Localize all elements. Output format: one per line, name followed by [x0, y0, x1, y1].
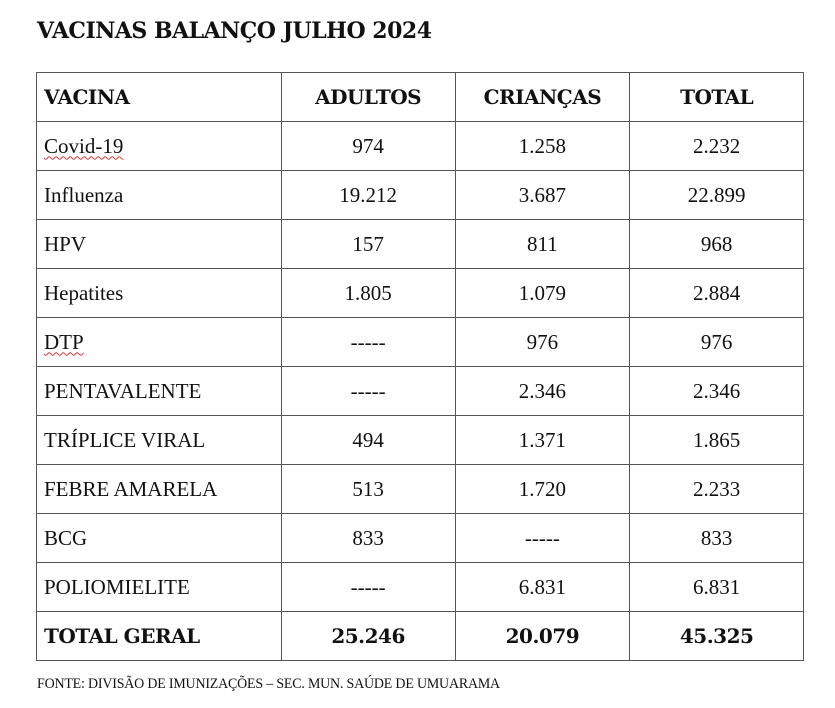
cell-criancas: 1.258 — [454, 121, 631, 171]
vaccine-name: DTP — [44, 329, 84, 354]
table-row: Hepatites 1.805 1.079 2.884 — [36, 268, 804, 318]
cell-total: 2.233 — [629, 464, 804, 514]
vaccine-name: POLIOMIELITE — [44, 574, 190, 599]
vaccine-name: TRÍPLICE VIRAL — [44, 427, 206, 452]
cell-total: 2.232 — [629, 121, 804, 171]
cell-criancas: 2.346 — [454, 366, 631, 416]
table-row: DTP ----- 976 976 — [36, 317, 804, 367]
header-total: TOTAL — [629, 72, 804, 122]
total-adultos: 25.246 — [280, 611, 456, 661]
cell-criancas: 976 — [454, 317, 631, 367]
table-row: BCG 833 ----- 833 — [36, 513, 804, 563]
cell-criancas: 1.720 — [454, 464, 631, 514]
table-row: POLIOMIELITE ----- 6.831 6.831 — [36, 562, 804, 612]
cell-total: 2.346 — [629, 366, 804, 416]
cell-total: 22.899 — [629, 170, 804, 220]
cell-adultos: 19.212 — [280, 170, 456, 220]
cell-vacina: Hepatites — [36, 268, 282, 318]
cell-adultos: 157 — [280, 219, 456, 269]
vaccine-name: PENTAVALENTE — [44, 378, 202, 403]
header-adultos: ADULTOS — [280, 72, 456, 122]
cell-vacina: Influenza — [36, 170, 282, 220]
cell-criancas: 3.687 — [454, 170, 631, 220]
cell-criancas: 1.371 — [454, 415, 631, 465]
cell-adultos: ----- — [280, 366, 456, 416]
vaccines-table: VACINA ADULTOS CRIANÇAS TOTAL Covid-19 97… — [36, 72, 804, 661]
cell-total: 833 — [629, 513, 804, 563]
cell-adultos: ----- — [280, 317, 456, 367]
cell-criancas: 811 — [454, 219, 631, 269]
cell-total: 976 — [629, 317, 804, 367]
cell-total: 1.865 — [629, 415, 804, 465]
table-row: TRÍPLICE VIRAL 494 1.371 1.865 — [36, 415, 804, 465]
total-criancas: 20.079 — [454, 611, 631, 661]
table-row: HPV 157 811 968 — [36, 219, 804, 269]
cell-vacina: DTP — [36, 317, 282, 367]
cell-adultos: 494 — [280, 415, 456, 465]
cell-adultos: ----- — [280, 562, 456, 612]
header-criancas: CRIANÇAS — [454, 72, 631, 122]
cell-vacina: BCG — [36, 513, 282, 563]
vaccine-name: Hepatites — [44, 280, 124, 305]
cell-criancas: 1.079 — [454, 268, 631, 318]
cell-total: 968 — [629, 219, 804, 269]
cell-criancas: 6.831 — [454, 562, 631, 612]
vaccine-name: Covid-19 — [44, 133, 124, 158]
cell-total: 2.884 — [629, 268, 804, 318]
cell-vacina: FEBRE AMARELA — [36, 464, 282, 514]
cell-adultos: 974 — [280, 121, 456, 171]
cell-adultos: 513 — [280, 464, 456, 514]
table-row: Influenza 19.212 3.687 22.899 — [36, 170, 804, 220]
table-row: Covid-19 974 1.258 2.232 — [36, 121, 804, 171]
page-title: VACINAS BALANÇO JULHO 2024 — [37, 18, 432, 44]
cell-vacina: POLIOMIELITE — [36, 562, 282, 612]
cell-vacina: PENTAVALENTE — [36, 366, 282, 416]
table-row: FEBRE AMARELA 513 1.720 2.233 — [36, 464, 804, 514]
cell-adultos: 1.805 — [280, 268, 456, 318]
cell-criancas: ----- — [454, 513, 631, 563]
total-label: TOTAL GERAL — [36, 611, 282, 661]
cell-vacina: HPV — [36, 219, 282, 269]
total-row: TOTAL GERAL 25.246 20.079 45.325 — [36, 611, 804, 661]
table-header-row: VACINA ADULTOS CRIANÇAS TOTAL — [36, 72, 804, 122]
cell-vacina: Covid-19 — [36, 121, 282, 171]
vaccine-name: FEBRE AMARELA — [44, 476, 218, 501]
source-note: FONTE: DIVISÃO DE IMUNIZAÇÕES – SEC. MUN… — [37, 676, 500, 692]
table-row: PENTAVALENTE ----- 2.346 2.346 — [36, 366, 804, 416]
cell-vacina: TRÍPLICE VIRAL — [36, 415, 282, 465]
vaccine-name: Influenza — [44, 182, 124, 207]
total-total: 45.325 — [629, 611, 804, 661]
vaccine-name: HPV — [44, 231, 87, 256]
vaccine-name: BCG — [44, 525, 88, 550]
header-vacina: VACINA — [36, 72, 282, 122]
cell-adultos: 833 — [280, 513, 456, 563]
cell-total: 6.831 — [629, 562, 804, 612]
